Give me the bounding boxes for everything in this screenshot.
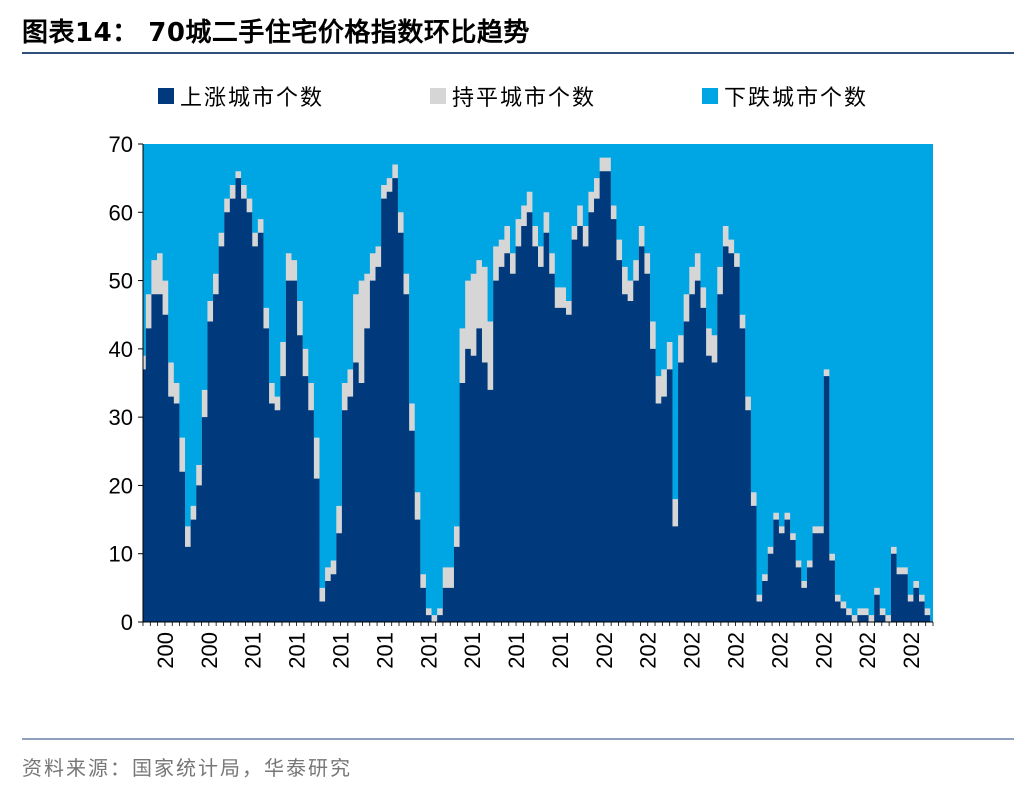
legend-item-flat: 持平城市个数: [430, 80, 596, 112]
chart-title: 图表14： 70城二手住宅价格指数环比趋势: [22, 18, 530, 48]
x-tick-label: 201: [548, 632, 573, 669]
series-area-rising: [143, 171, 933, 622]
source-note: 资料来源：国家统计局，华泰研究: [22, 756, 352, 780]
x-tick-label: 202: [592, 632, 617, 669]
legend-label-flat: 持平城市个数: [452, 86, 597, 111]
legend-item-falling: 下跌城市个数: [702, 80, 868, 112]
y-tick-label: 10: [109, 542, 133, 567]
x-tick-label: 202: [811, 632, 836, 669]
y-tick-label: 40: [109, 337, 133, 362]
footer-divider: [22, 738, 1014, 740]
x-tick-label: 201: [460, 632, 485, 669]
legend-label-falling: 下跌城市个数: [724, 86, 869, 111]
legend-label-rising: 上涨城市个数: [180, 86, 325, 111]
title-divider: [22, 52, 1014, 54]
legend-swatch-flat: [430, 88, 446, 104]
y-tick-label: 50: [109, 269, 133, 294]
legend-item-rising: 上涨城市个数: [158, 80, 324, 112]
x-tick-label: 202: [636, 632, 661, 669]
x-tick-label: 200: [153, 632, 178, 669]
chart-legend: 上涨城市个数 持平城市个数 下跌城市个数: [0, 80, 1036, 112]
y-tick-label: 70: [109, 132, 133, 157]
x-tick-label: 200: [197, 632, 222, 669]
x-tick-label: 201: [372, 632, 397, 669]
x-tick-label: 201: [329, 632, 354, 669]
y-tick-label: 30: [109, 405, 133, 430]
x-tick-label: 201: [504, 632, 529, 669]
y-tick-label: 20: [109, 473, 133, 498]
legend-swatch-falling: [702, 88, 718, 104]
x-tick-label: 202: [680, 632, 705, 669]
x-tick-label: 202: [724, 632, 749, 669]
x-tick-label: 202: [855, 632, 880, 669]
x-tick-label: 202: [767, 632, 792, 669]
y-tick-label: 0: [121, 610, 133, 635]
x-tick-label: 201: [285, 632, 310, 669]
legend-swatch-rising: [158, 88, 174, 104]
x-tick-label: 201: [416, 632, 441, 669]
x-tick-label: 201: [241, 632, 266, 669]
x-tick-label: 202: [899, 632, 924, 669]
y-tick-label: 60: [109, 200, 133, 225]
